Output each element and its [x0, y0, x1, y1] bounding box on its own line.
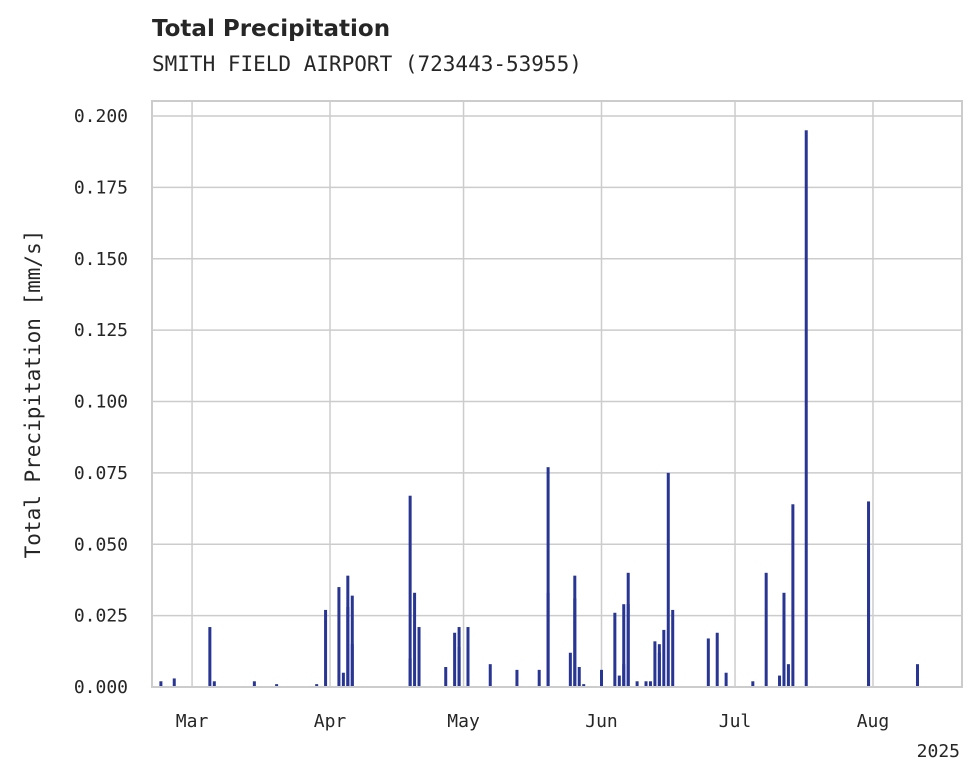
precip-bar: [315, 684, 319, 687]
precip-bar: [408, 658, 412, 687]
precip-bar: [515, 669, 519, 687]
y-tick-label: 0.000: [74, 677, 128, 698]
precip-bar: [537, 669, 541, 687]
x-tick-label: Jun: [585, 711, 618, 732]
precip-bar: [671, 609, 675, 687]
precip-bar: [764, 572, 768, 687]
plot-frame: [151, 100, 963, 688]
precip-bar: [546, 467, 550, 687]
precip-bar: [635, 681, 639, 687]
chart-title: Total Precipitation: [152, 16, 391, 42]
y-tick-label: 0.100: [74, 392, 128, 413]
precip-bar: [657, 652, 661, 687]
precip-bar: [573, 598, 577, 687]
precip-bar: [350, 644, 354, 687]
y-tick-label: 0.125: [74, 320, 128, 341]
precip-bar: [324, 609, 328, 687]
precip-bar: [413, 592, 417, 687]
precip-bar: [715, 632, 719, 687]
y-axis-ticks: 0.000 0.025 0.050 0.075 0.100 0.125 0.150 0.175…: [74, 106, 128, 698]
precip-bar: [568, 652, 572, 687]
precip-bar: [724, 672, 728, 687]
grid-lines: [152, 101, 962, 688]
precip-bar: [582, 684, 586, 687]
precip-bar: [706, 638, 710, 687]
precip-bar: [617, 675, 621, 687]
precip-bar: [159, 681, 163, 687]
precip-bar: [341, 672, 345, 687]
year-label: 2025: [917, 741, 960, 762]
precip-bar: [751, 681, 755, 687]
precip-bar: [791, 504, 795, 687]
precip-bar: [915, 672, 919, 687]
precip-bar: [208, 627, 212, 687]
y-tick-label: 0.050: [74, 534, 128, 555]
precip-bar: [453, 632, 457, 687]
x-tick-label: Jul: [719, 711, 752, 732]
precip-bar: [804, 130, 808, 687]
x-tick-label: Apr: [314, 711, 347, 732]
precip-bar: [662, 629, 666, 687]
y-axis-label: Total Precipitation [mm/s]: [21, 230, 45, 559]
x-axis-ticks: Mar Apr May Jun Jul Aug: [176, 711, 889, 732]
precip-bar: [782, 618, 786, 687]
precip-bar: [408, 495, 412, 687]
y-tick-label: 0.150: [74, 249, 128, 270]
x-tick-label: Aug: [857, 711, 890, 732]
precip-bar: [337, 587, 341, 687]
precip-bar: [644, 681, 648, 687]
x-tick-label: May: [447, 711, 480, 732]
precip-bar: [786, 664, 790, 687]
y-tick-label: 0.200: [74, 106, 128, 127]
y-tick-label: 0.025: [74, 606, 128, 627]
precip-bar: [666, 472, 670, 687]
precip-bar: [444, 667, 448, 687]
precip-bar: [350, 595, 354, 687]
precip-bar: [252, 681, 256, 687]
precip-bar: [867, 501, 871, 687]
precip-bar: [613, 612, 617, 687]
precip-bar: [346, 575, 350, 687]
chart-subtitle: SMITH FIELD AIRPORT (723443-53955): [152, 52, 582, 76]
y-tick-label: 0.175: [74, 177, 128, 198]
precip-bar: [577, 667, 581, 687]
precipitation-bars: [159, 130, 919, 687]
x-tick-label: Mar: [176, 711, 209, 732]
precip-bar: [275, 684, 279, 687]
precip-bar: [172, 678, 176, 687]
precip-bar: [626, 604, 630, 687]
precip-bar: [653, 641, 657, 687]
precip-bar: [417, 627, 421, 687]
precip-bar: [488, 664, 492, 687]
precip-bar: [212, 681, 216, 687]
y-tick-label: 0.075: [74, 463, 128, 484]
precip-bar: [778, 675, 782, 687]
precip-bar: [457, 647, 461, 687]
precip-bar: [622, 604, 626, 687]
precip-bar: [648, 681, 652, 687]
precip-bar: [600, 669, 604, 687]
precip-bar: [466, 644, 470, 687]
